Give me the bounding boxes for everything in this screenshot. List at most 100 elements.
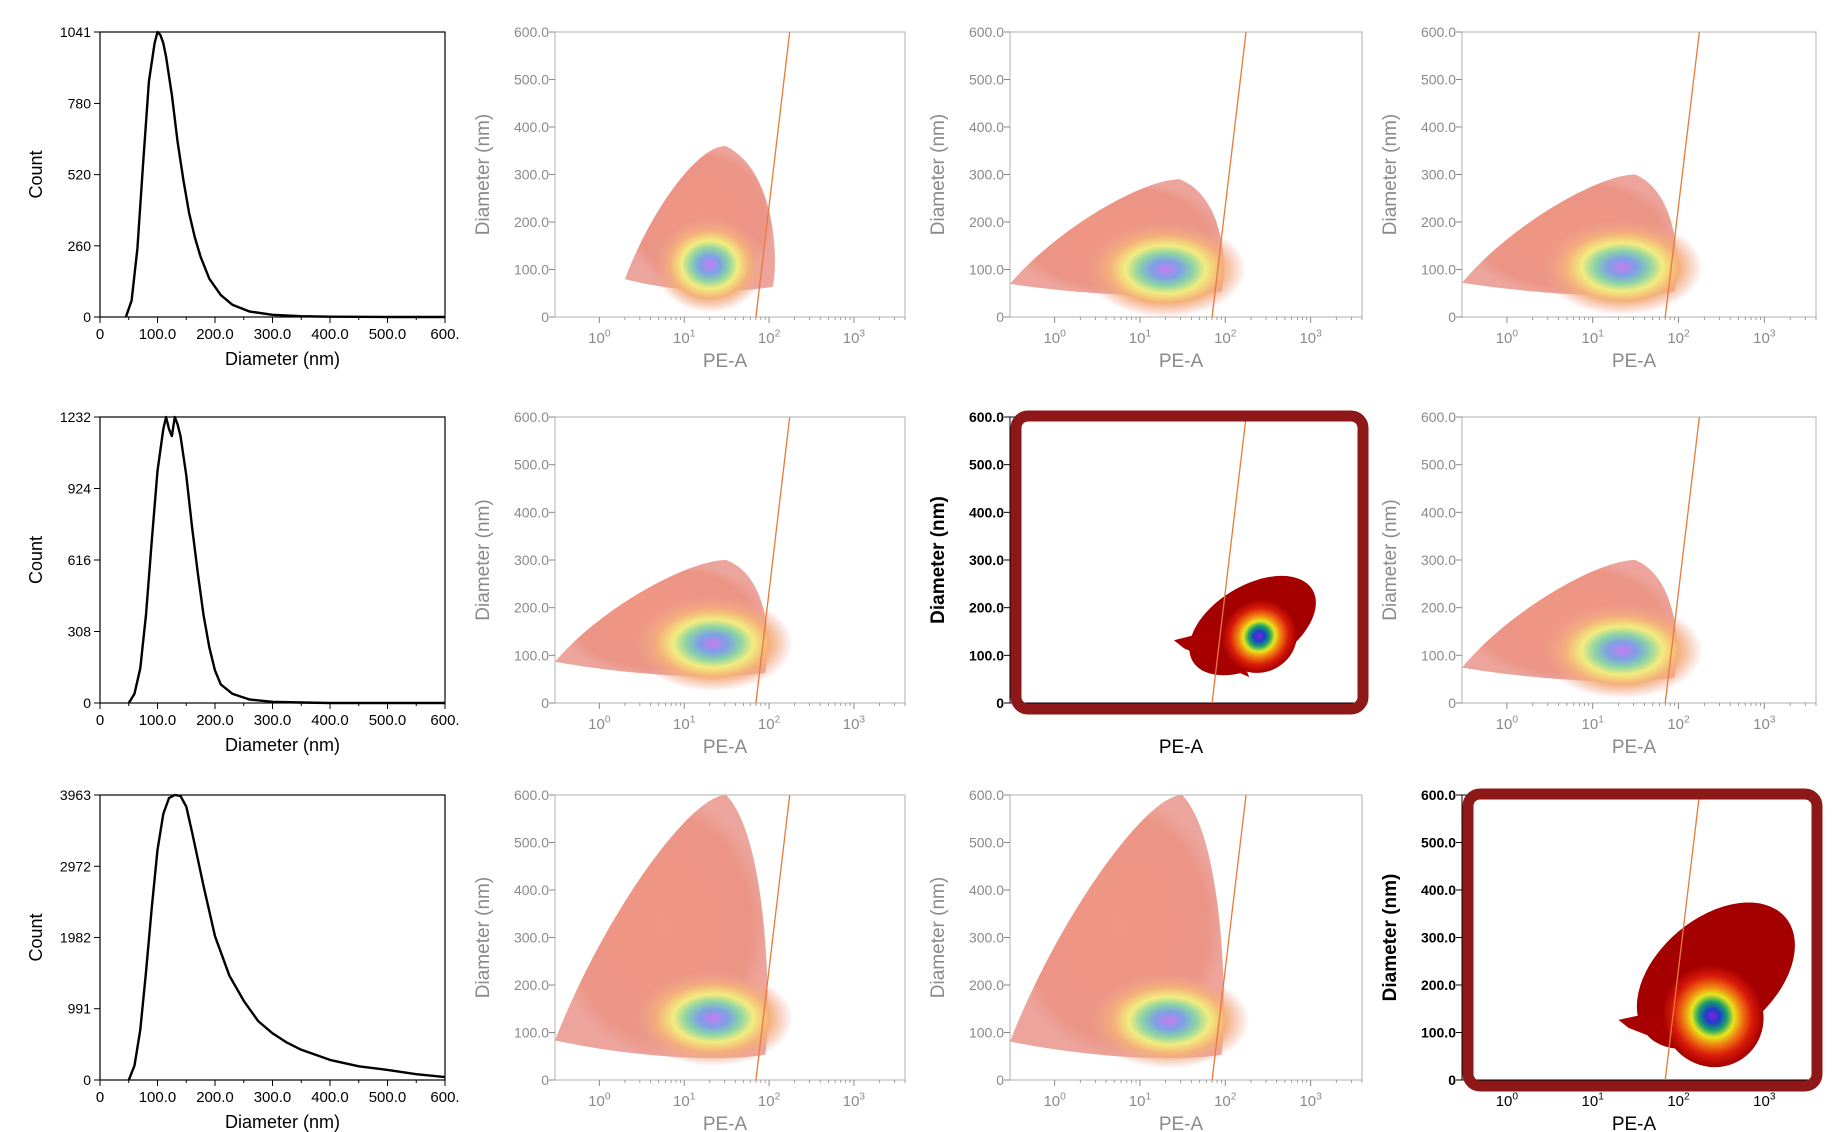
y-tick-label: 0 <box>996 695 1004 711</box>
x-tick-label: 600. <box>430 712 459 729</box>
density-plot-dens-r1c3: 0 100.0 200.0 300.0 400.0 500.0 600.0 100 101 102… <box>928 24 1363 372</box>
density-layer <box>555 417 794 703</box>
density-layer <box>1462 417 1703 703</box>
x-tick-label: 102 <box>758 1091 781 1110</box>
y-tick-label: 600.0 <box>969 409 1004 425</box>
x-tick-label: 100.0 <box>139 326 177 343</box>
y-tick-label: 0 <box>83 1072 91 1088</box>
x-tick-label: 100.0 <box>139 1089 177 1106</box>
density-plot-dens-r2c3: 0 100.0 200.0 300.0 400.0 500.0 600.0 PE-A Diame… <box>928 409 1369 758</box>
x-axis-label: PE-A <box>1612 351 1657 372</box>
x-tick-label: 101 <box>673 714 696 733</box>
y-tick-label: 0 <box>541 695 549 711</box>
x-axis-label: PE-A <box>703 351 748 372</box>
y-tick-label: 100.0 <box>1421 647 1456 663</box>
y-tick-label: 300.0 <box>969 167 1004 183</box>
y-tick-label: 200.0 <box>1421 977 1456 993</box>
y-tick-label: 200.0 <box>1421 600 1456 616</box>
y-tick-label: 260 <box>68 238 92 254</box>
x-tick-label: 500.0 <box>369 1089 407 1106</box>
x-tick-label: 102 <box>758 714 781 733</box>
y-tick-label: 300.0 <box>969 552 1004 568</box>
x-tick-label: 600. <box>430 1089 459 1106</box>
x-tick-label: 102 <box>1667 714 1690 733</box>
x-axis-label: PE-A <box>703 737 748 758</box>
x-tick-label: 100 <box>588 714 611 733</box>
x-axis-label: PE-A <box>1159 351 1204 372</box>
x-tick-label: 103 <box>1753 714 1776 733</box>
y-tick-label: 300.0 <box>514 167 549 183</box>
x-tick-label: 103 <box>843 714 866 733</box>
y-tick-label: 3963 <box>60 787 91 803</box>
x-tick-label: 103 <box>1299 1091 1322 1110</box>
y-tick-label: 520 <box>68 167 92 183</box>
y-tick-label: 500.0 <box>1421 72 1456 88</box>
x-tick-label: 101 <box>1582 328 1605 347</box>
y-tick-label: 300.0 <box>1421 552 1456 568</box>
y-tick-label: 600.0 <box>969 787 1004 803</box>
x-axis-label: PE-A <box>1159 1114 1204 1132</box>
density-plot-dens-r3c3: 0 100.0 200.0 300.0 400.0 500.0 600.0 100 101 102… <box>928 787 1363 1132</box>
histogram-hist-r3: 0 991 1982 2972 3963 0 100.0 200.0 300.0 400.0 500… <box>26 787 460 1132</box>
y-tick-label: 200.0 <box>969 600 1004 616</box>
x-tick-label: 101 <box>673 328 696 347</box>
x-tick-label: 0 <box>96 712 104 729</box>
x-tick-label: 102 <box>758 328 781 347</box>
gate-line <box>755 417 791 703</box>
y-tick-label: 300.0 <box>514 552 549 568</box>
density-core <box>633 595 794 692</box>
gate-line <box>755 32 791 317</box>
density-core <box>1221 599 1298 673</box>
x-axis-label: Diameter (nm) <box>225 1112 340 1132</box>
y-tick-label: 924 <box>68 481 92 497</box>
y-axis-label: Diameter (nm) <box>1380 114 1401 235</box>
x-tick-label: 100 <box>1043 328 1066 347</box>
y-tick-label: 200.0 <box>514 214 549 230</box>
x-tick-label: 102 <box>1214 328 1237 347</box>
x-tick-label: 200.0 <box>196 326 234 343</box>
y-tick-label: 200.0 <box>969 214 1004 230</box>
density-layer <box>1462 32 1703 317</box>
gate-line <box>1211 417 1247 703</box>
x-tick-label: 500.0 <box>369 712 407 729</box>
histogram-line <box>127 793 446 1081</box>
y-tick-label: 100.0 <box>514 262 549 278</box>
y-tick-label: 991 <box>68 1001 92 1017</box>
density-layer <box>1173 417 1316 703</box>
y-axis-label: Count <box>26 150 46 198</box>
x-tick-label: 100 <box>1496 328 1519 347</box>
density-plot-dens-r2c2: 0 100.0 200.0 300.0 400.0 500.0 600.0 100 101 102… <box>473 409 906 758</box>
histogram-line <box>124 30 445 319</box>
x-tick-label: 103 <box>1299 328 1322 347</box>
y-tick-label: 100.0 <box>1421 1025 1456 1041</box>
x-tick-label: 400.0 <box>311 326 349 343</box>
highlight-frame <box>1010 410 1369 715</box>
density-layer <box>555 795 794 1080</box>
y-tick-label: 300.0 <box>1421 167 1456 183</box>
y-tick-label: 300.0 <box>514 930 549 946</box>
x-tick-label: 102 <box>1667 328 1690 347</box>
x-tick-label: 100 <box>588 328 611 347</box>
y-tick-label: 300.0 <box>1421 930 1456 946</box>
density-plot-dens-r1c2: 0 100.0 200.0 300.0 400.0 500.0 600.0 100 101 102… <box>473 24 906 372</box>
y-tick-label: 100.0 <box>1421 262 1456 278</box>
x-tick-label: 0 <box>96 1089 104 1106</box>
x-tick-label: 100 <box>1496 714 1519 733</box>
y-tick-label: 100.0 <box>514 647 549 663</box>
gate-line <box>755 795 791 1080</box>
y-tick-label: 400.0 <box>514 882 549 898</box>
y-axis-label: Diameter (nm) <box>473 499 494 620</box>
plot-frame <box>99 416 446 704</box>
density-core <box>1541 219 1703 316</box>
x-tick-label: 103 <box>843 328 866 347</box>
plot-frame <box>99 794 446 1081</box>
x-tick-label: 100 <box>1043 1091 1066 1110</box>
density-core <box>1085 221 1246 317</box>
y-axis-label: Diameter (nm) <box>928 877 949 998</box>
density-core <box>1541 602 1703 699</box>
y-tick-label: 400.0 <box>969 119 1004 135</box>
histogram-hist-r2: 0 308 616 924 1232 0 100.0 200.0 300.0 400.0 500.0… <box>26 409 460 755</box>
histogram-line <box>127 415 445 705</box>
x-tick-label: 102 <box>1667 1091 1690 1110</box>
